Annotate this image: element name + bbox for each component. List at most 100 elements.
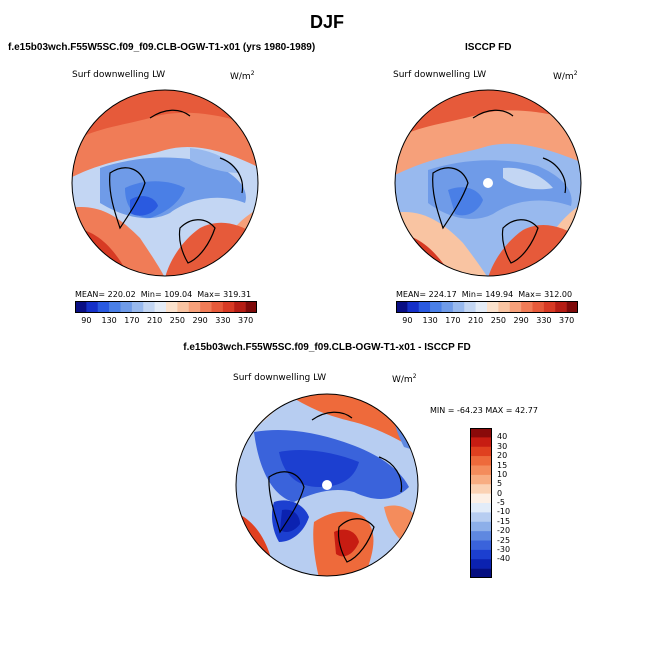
colorbar-obs-swatch — [430, 301, 442, 313]
panel-obs-variable-label: Surf downwelling LW — [393, 70, 487, 80]
colorbar-diff-tick-label: -25 — [497, 535, 511, 545]
colorbar-model-swatch — [143, 301, 155, 313]
colorbar-model — [75, 301, 257, 313]
colorbar-diff-ticks: 40 30 20 15 10 5 0 -5 -10 -15 -20 -25 -30 -40 — [497, 428, 527, 578]
colorbar-diff-tick-label: -30 — [497, 544, 511, 554]
colorbar-model-swatch — [97, 301, 110, 313]
colorbar-model-swatch — [188, 301, 201, 313]
colorbar-obs-swatch — [532, 301, 545, 313]
colorbar-obs-tick-label: 90 — [402, 316, 413, 325]
colorbar-obs-swatch — [396, 301, 408, 313]
colorbar-diff-swatch — [470, 437, 492, 448]
panel-model-units-label: W/m2 — [230, 70, 255, 82]
colorbar-diff-swatch — [470, 484, 492, 494]
colorbar-diff-swatch — [470, 521, 492, 532]
panel-diff-units-label: W/m2 — [392, 373, 417, 385]
colorbar-obs-swatches — [396, 301, 578, 313]
colorbar-diff-tick-label: -5 — [497, 498, 505, 507]
colorbar-obs-swatch — [418, 301, 431, 313]
colorbar-diff-tick-label: 30 — [497, 441, 508, 451]
colorbar-diff-swatch — [470, 540, 492, 551]
colorbar-model-swatches — [75, 301, 257, 313]
colorbar-model-tick-label: 210 — [146, 316, 163, 325]
colorbar-diff — [470, 428, 492, 578]
panel-diff-pole-gap — [322, 480, 332, 490]
panel-obs-min: Min= 149.94 — [461, 290, 514, 299]
colorbar-model-swatch — [211, 301, 224, 313]
colorbar-obs-tick-label: 210 — [467, 316, 484, 325]
panel-obs-max: Max= 312.00 — [518, 290, 573, 299]
colorbar-model-tick-label: 330 — [215, 316, 231, 325]
colorbar-diff-swatch — [470, 568, 492, 578]
colorbar-model-swatch — [166, 301, 178, 313]
colorbar-obs-tick-label: 170 — [445, 316, 461, 325]
colorbar-obs-swatch — [452, 301, 465, 313]
colorbar-diff-tick-label: 15 — [497, 460, 508, 470]
page-title: DJF — [309, 12, 344, 32]
colorbar-obs-swatch — [464, 301, 476, 313]
colorbar-obs-swatch — [521, 301, 533, 313]
colorbar-obs-swatch — [498, 301, 511, 313]
colorbar-obs-swatch — [566, 301, 578, 313]
colorbar-obs-tick-label: 250 — [490, 316, 507, 325]
colorbar-obs-swatch — [509, 301, 522, 313]
colorbar-diff-tick-label: 0 — [497, 488, 503, 498]
panel-model-heading: f.e15b03wch.F55W5SC.f09_f09.CLB-OGW-T1-x… — [8, 42, 316, 53]
colorbar-model-tick-label: 90 — [81, 316, 92, 325]
colorbar-diff-tick-label: -20 — [497, 526, 511, 536]
colorbar-model-swatch — [109, 301, 121, 313]
colorbar-model-tick-label: 130 — [101, 316, 117, 325]
colorbar-model-swatch — [131, 301, 144, 313]
colorbar-diff-tick-label: -10 — [497, 507, 511, 517]
colorbar-diff-swatch — [470, 428, 492, 438]
colorbar-model-swatch — [154, 301, 167, 313]
colorbar-obs-tick-label: 330 — [536, 316, 552, 325]
panel-obs-heading: ISCCP FD — [465, 42, 512, 53]
panel-obs-pole-gap — [483, 178, 493, 188]
colorbar-model-swatch — [86, 301, 99, 313]
colorbar-obs-ticks: 90 130 170 210 250 290 330 370 — [396, 316, 578, 328]
colorbar-model-swatch — [234, 301, 246, 313]
colorbar-model-tick-label: 250 — [169, 316, 186, 325]
colorbar-model-tick-label: 290 — [192, 316, 208, 325]
colorbar-obs-swatch — [475, 301, 488, 313]
colorbar-diff-swatch — [470, 512, 492, 523]
colorbar-diff-swatch — [470, 465, 492, 476]
colorbar-diff-tick-label: -15 — [497, 516, 511, 526]
panel-obs-mean: MEAN= 224.17 — [396, 290, 457, 299]
colorbar-obs-swatch — [407, 301, 420, 313]
colorbar-diff-swatch — [470, 493, 492, 504]
panel-model-stats: MEAN= 220.02 Min= 109.04 Max= 319.31 — [75, 290, 251, 299]
colorbar-diff-swatch — [470, 559, 492, 569]
colorbar-obs-tick-label: 290 — [513, 316, 529, 325]
colorbar-model-swatch — [222, 301, 235, 313]
colorbar-obs — [396, 301, 578, 313]
colorbar-diff-tick-label: -40 — [497, 554, 511, 564]
colorbar-diff-swatches — [470, 428, 492, 578]
colorbar-obs-swatch — [487, 301, 499, 313]
colorbar-obs-swatch — [543, 301, 556, 313]
colorbar-obs-swatch — [441, 301, 454, 313]
colorbar-model-swatch — [177, 301, 190, 313]
colorbar-diff-swatch — [470, 456, 492, 466]
colorbar-obs-swatch — [555, 301, 567, 313]
colorbar-diff-swatch — [470, 474, 492, 485]
panel-diff-polar-map — [235, 393, 419, 577]
colorbar-diff-swatch — [470, 531, 492, 541]
panel-diff-variable-label: Surf downwelling LW — [233, 373, 327, 383]
panel-model-polar-map — [71, 89, 259, 277]
colorbar-model-tick-label: 170 — [124, 316, 140, 325]
panel-obs-stats: MEAN= 224.17 Min= 149.94 Max= 312.00 — [396, 290, 572, 299]
colorbar-diff-swatch — [470, 446, 492, 457]
colorbar-diff-tick-label: 40 — [497, 432, 508, 442]
colorbar-diff-tick-label: 20 — [497, 451, 508, 461]
panel-diff-minmax: MIN = -64.23 MAX = 42.77 — [430, 406, 538, 415]
panel-model-min: Min= 109.04 — [140, 290, 193, 299]
colorbar-model-ticks: 90 130 170 210 250 290 330 370 — [75, 316, 257, 328]
colorbar-diff-swatch — [470, 503, 492, 513]
panel-obs-polar-map — [394, 89, 582, 277]
colorbar-diff-tick-label: 5 — [497, 479, 503, 489]
colorbar-model-tick-label: 370 — [237, 316, 254, 325]
colorbar-model-swatch — [75, 301, 87, 313]
colorbar-obs-tick-label: 370 — [558, 316, 575, 325]
